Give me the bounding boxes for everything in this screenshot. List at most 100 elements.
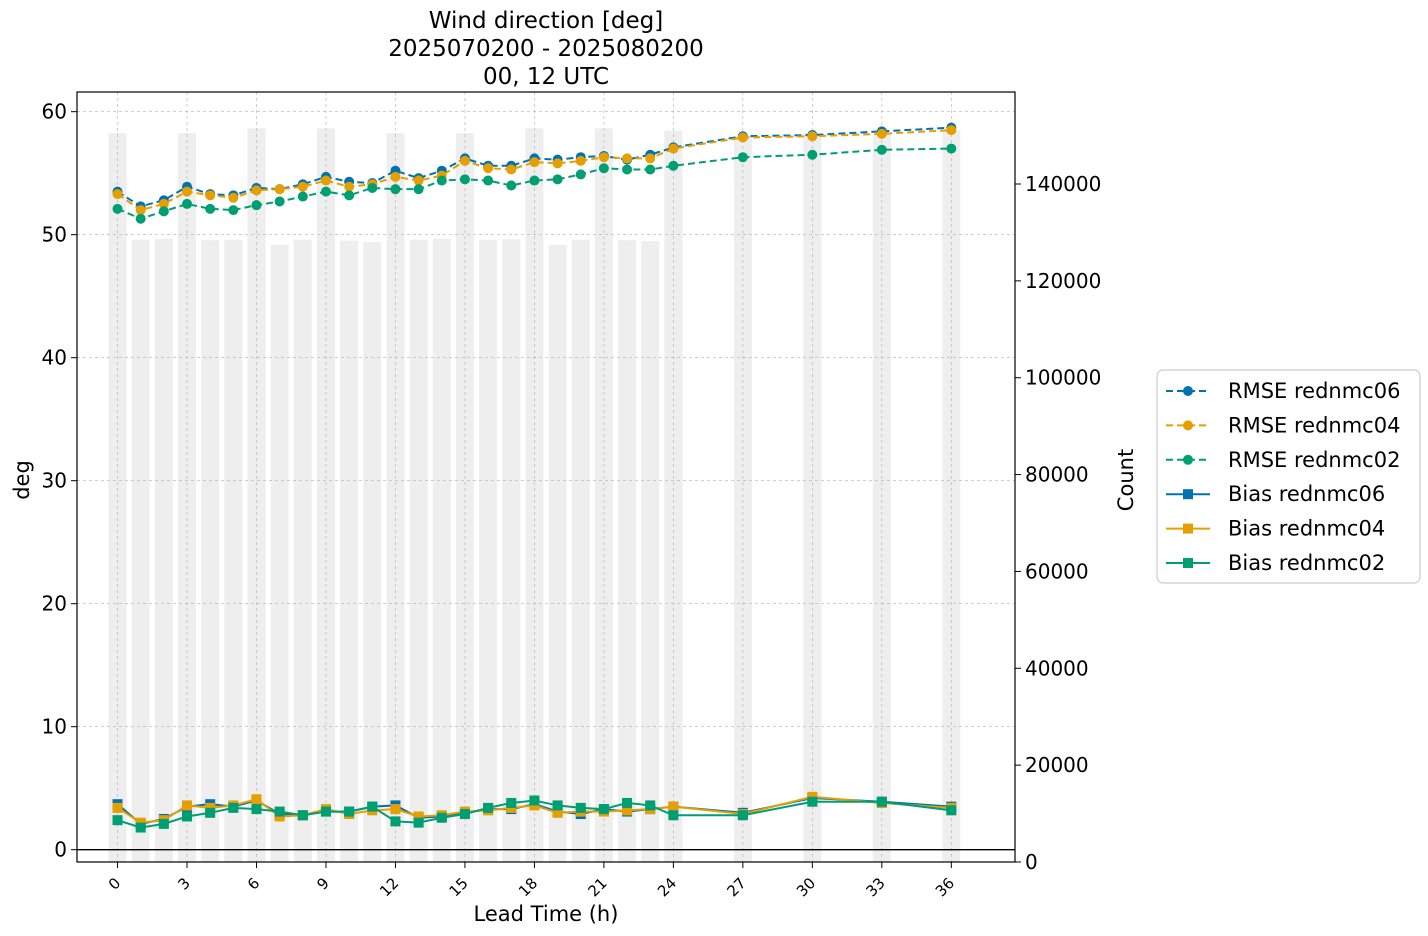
legend-marker bbox=[1183, 523, 1193, 534]
data-point bbox=[112, 815, 123, 826]
legend-item: RMSE rednmc04 bbox=[1166, 413, 1400, 437]
data-point bbox=[807, 796, 818, 807]
data-point bbox=[112, 189, 123, 200]
legend-item: Bias rednmc04 bbox=[1166, 517, 1385, 541]
series-layer bbox=[112, 122, 957, 833]
legend-label: Bias rednmc02 bbox=[1228, 551, 1385, 575]
x-axis-label: Lead Time (h) bbox=[474, 902, 619, 926]
data-point bbox=[622, 164, 633, 175]
y-tick-label: 60 bbox=[42, 100, 67, 124]
y2-tick-label: 20000 bbox=[1025, 753, 1089, 777]
x-tick-label: 3 bbox=[174, 874, 193, 893]
count-bar bbox=[293, 239, 312, 862]
data-point bbox=[598, 163, 609, 174]
data-point bbox=[413, 817, 424, 828]
count-bar bbox=[154, 238, 173, 863]
data-point bbox=[552, 174, 563, 185]
data-point bbox=[320, 186, 331, 197]
plot-frame bbox=[76, 91, 1016, 863]
legend-item: RMSE rednmc06 bbox=[1166, 379, 1400, 403]
count-bar bbox=[409, 239, 428, 862]
data-point bbox=[529, 157, 540, 168]
data-point bbox=[876, 144, 887, 155]
legend-label: Bias rednmc06 bbox=[1228, 482, 1385, 506]
count-bar bbox=[618, 240, 637, 863]
data-point bbox=[459, 174, 470, 185]
y-tick-label: 20 bbox=[42, 592, 67, 616]
data-point bbox=[390, 816, 401, 827]
data-point bbox=[483, 163, 494, 174]
data-point bbox=[807, 149, 818, 160]
data-point bbox=[413, 811, 424, 822]
data-point bbox=[483, 175, 494, 186]
count-bar bbox=[108, 133, 127, 863]
data-point bbox=[344, 190, 355, 201]
data-point bbox=[622, 153, 633, 164]
legend-item: RMSE rednmc02 bbox=[1166, 448, 1400, 472]
data-point bbox=[645, 164, 656, 175]
data-point bbox=[413, 175, 424, 186]
count-bar bbox=[872, 134, 891, 863]
title-line-2: 2025070200 - 2025080200 bbox=[388, 36, 704, 62]
legend: RMSE rednmc06 RMSE rednmc04 RMSE rednmc02 B… bbox=[1156, 369, 1421, 584]
count-bar bbox=[201, 240, 220, 863]
x-tick-label: 0 bbox=[105, 874, 124, 893]
data-point bbox=[390, 184, 401, 195]
data-point bbox=[598, 804, 609, 815]
y2-tick-label: 0 bbox=[1025, 850, 1038, 874]
data-point bbox=[205, 807, 216, 818]
count-bar bbox=[548, 245, 567, 863]
count-bar bbox=[131, 239, 150, 862]
x-tick-label: 9 bbox=[313, 874, 332, 893]
data-point bbox=[367, 801, 378, 812]
data-point bbox=[622, 805, 633, 816]
y-axis-right: 0 20000 40000 60000 80000 100000 120000 140000 bbox=[1015, 172, 1101, 874]
data-point bbox=[668, 143, 679, 154]
legend-marker bbox=[1183, 558, 1193, 568]
data-point bbox=[158, 198, 169, 209]
count-bar bbox=[803, 133, 822, 863]
y2-tick-label: 100000 bbox=[1025, 366, 1101, 390]
data-point bbox=[622, 797, 633, 808]
count-bar bbox=[270, 245, 289, 863]
grid bbox=[77, 92, 1015, 862]
data-point bbox=[737, 810, 748, 821]
legend-item: Bias rednmc02 bbox=[1166, 551, 1385, 575]
data-point bbox=[529, 175, 540, 186]
legend-marker bbox=[1183, 454, 1193, 465]
y-tick-label: 50 bbox=[42, 223, 67, 247]
data-point bbox=[297, 181, 308, 192]
data-point bbox=[946, 805, 957, 816]
data-point bbox=[459, 809, 470, 820]
count-bar bbox=[178, 133, 197, 863]
count-bar bbox=[432, 238, 451, 863]
y2-tick-label: 120000 bbox=[1025, 269, 1101, 293]
data-point bbox=[552, 800, 563, 811]
data-point bbox=[274, 196, 285, 207]
legend-item: Bias rednmc06 bbox=[1166, 482, 1385, 506]
data-point bbox=[251, 804, 262, 815]
x-tick-label: 18 bbox=[515, 874, 541, 900]
legend-marker bbox=[1183, 420, 1193, 431]
data-point bbox=[135, 213, 146, 224]
data-point bbox=[506, 180, 517, 191]
data-point bbox=[390, 171, 401, 182]
y2-tick-label: 40000 bbox=[1025, 656, 1089, 680]
y-tick-label: 10 bbox=[42, 715, 67, 739]
data-point bbox=[552, 807, 563, 818]
x-tick-label: 12 bbox=[376, 874, 402, 900]
data-point bbox=[506, 164, 517, 175]
data-point bbox=[506, 797, 517, 808]
x-tick-label: 21 bbox=[585, 874, 611, 900]
data-point bbox=[158, 206, 169, 217]
data-point bbox=[205, 203, 216, 214]
y-axis-label: deg bbox=[10, 460, 34, 500]
y2-tick-label: 60000 bbox=[1025, 559, 1089, 583]
y-tick-label: 30 bbox=[42, 469, 67, 493]
data-point bbox=[413, 184, 424, 195]
count-bar bbox=[340, 240, 359, 862]
data-point bbox=[436, 812, 447, 823]
y2-axis-label: Count bbox=[1114, 449, 1138, 511]
data-point bbox=[112, 802, 123, 813]
